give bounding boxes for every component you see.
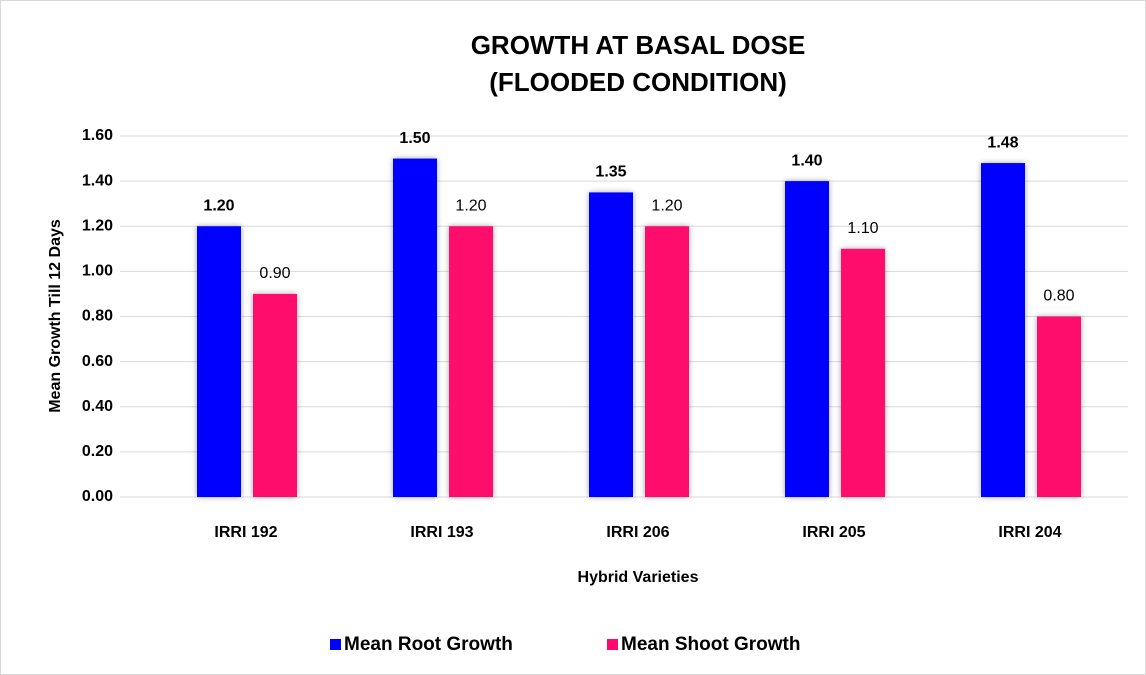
- bar: [645, 226, 689, 497]
- y-tick-label: 0.60: [82, 353, 113, 370]
- legend-swatch: [607, 639, 618, 650]
- data-label: 1.40: [791, 152, 822, 169]
- x-tick-label: IRRI 204: [998, 524, 1061, 541]
- y-tick-label: 0.20: [82, 443, 113, 460]
- bar: [589, 192, 633, 497]
- x-tick-label: IRRI 205: [802, 524, 865, 541]
- bar: [253, 293, 297, 497]
- data-label: 1.20: [455, 197, 486, 214]
- bar: [981, 163, 1025, 497]
- data-label: 1.50: [399, 130, 430, 147]
- bar: [393, 158, 437, 497]
- y-tick-label: 0.80: [82, 308, 113, 325]
- data-label: 1.35: [595, 164, 626, 181]
- y-tick-label: 1.20: [82, 217, 113, 234]
- chart-title: GROWTH AT BASAL DOSE: [471, 30, 806, 60]
- data-label: 1.20: [203, 197, 234, 214]
- x-axis-title: Hybrid Varieties: [578, 569, 699, 586]
- bar: [449, 226, 493, 497]
- y-tick-label: 1.40: [82, 172, 113, 189]
- y-tick-label: 0.00: [82, 488, 113, 505]
- data-label: 0.80: [1043, 288, 1074, 305]
- y-tick-label: 1.60: [82, 127, 113, 144]
- bar: [841, 248, 885, 497]
- legend-swatch: [330, 639, 341, 650]
- legend-label: Mean Root Growth: [344, 634, 513, 655]
- data-label: 0.90: [259, 265, 290, 282]
- y-tick-label: 0.40: [82, 398, 113, 415]
- legend-label: Mean Shoot Growth: [621, 634, 800, 655]
- data-label: 1.20: [651, 197, 682, 214]
- data-label: 1.10: [847, 220, 878, 237]
- bar: [1037, 316, 1081, 497]
- y-tick-label: 1.00: [82, 263, 113, 280]
- y-axis-title: Mean Growth Till 12 Days: [47, 219, 64, 413]
- x-tick-label: IRRI 206: [606, 524, 669, 541]
- x-tick-label: IRRI 193: [410, 524, 473, 541]
- bar: [197, 226, 241, 497]
- chart-title: (FLOODED CONDITION): [489, 67, 787, 97]
- data-label: 1.48: [987, 134, 1018, 151]
- bar: [785, 181, 829, 497]
- x-tick-label: IRRI 192: [214, 524, 277, 541]
